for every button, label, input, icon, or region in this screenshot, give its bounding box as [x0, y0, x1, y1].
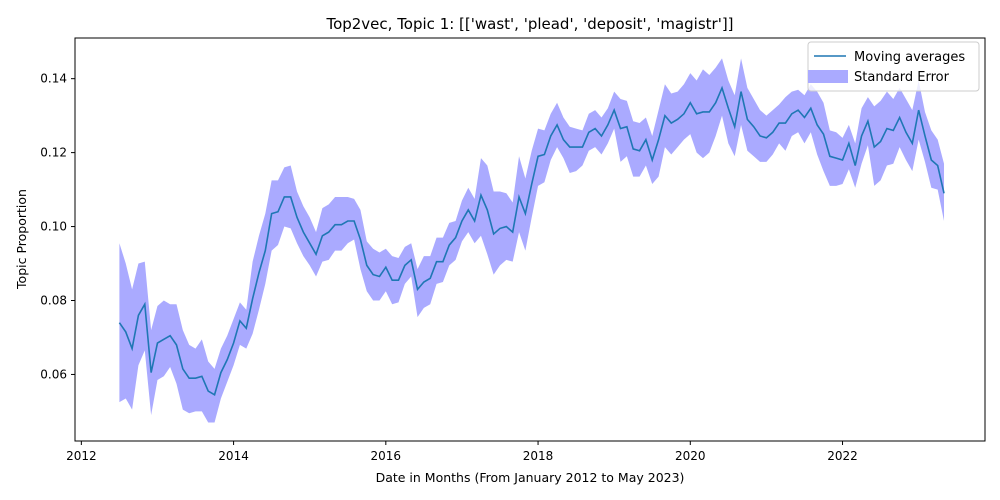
plot-area-frame — [74, 37, 986, 442]
x-tick-label: 2016 — [371, 449, 402, 463]
moving-averages-line — [118, 85, 945, 396]
x-tick-label: 2020 — [675, 449, 706, 463]
y-tick-label: 0.08 — [40, 294, 67, 308]
y-tick-label: 0.06 — [40, 367, 67, 381]
x-axis-ticks: 2012 2014 2016 2018 2020 2022 — [66, 441, 858, 463]
y-tick-label: 0.14 — [40, 72, 67, 86]
x-axis-label: Date in Months (From January 2012 to May… — [376, 470, 685, 485]
y-axis-label: Topic Proportion — [14, 189, 29, 290]
y-axis-ticks: 0.06 0.08 0.10 0.12 0.14 — [40, 72, 75, 381]
y-tick-label: 0.12 — [40, 146, 67, 160]
error-band-area — [119, 58, 945, 423]
y-tick-label: 0.10 — [40, 220, 67, 234]
chart-title: Top2vec, Topic 1: [['wast', 'plead', 'de… — [325, 15, 733, 33]
legend-box — [807, 41, 980, 92]
series-line-layer — [118, 85, 945, 396]
error-band-layer — [119, 58, 945, 423]
x-tick-label: 2014 — [218, 449, 249, 463]
legend-label-standard-error: Standard Error — [854, 70, 950, 85]
legend-label-moving-averages: Moving averages — [854, 50, 965, 65]
legend-band-swatch — [808, 70, 848, 83]
legend: Moving averages Standard Error — [807, 41, 980, 92]
x-tick-label: 2012 — [66, 449, 97, 463]
x-tick-label: 2018 — [523, 449, 554, 463]
x-tick-label: 2022 — [827, 449, 858, 463]
